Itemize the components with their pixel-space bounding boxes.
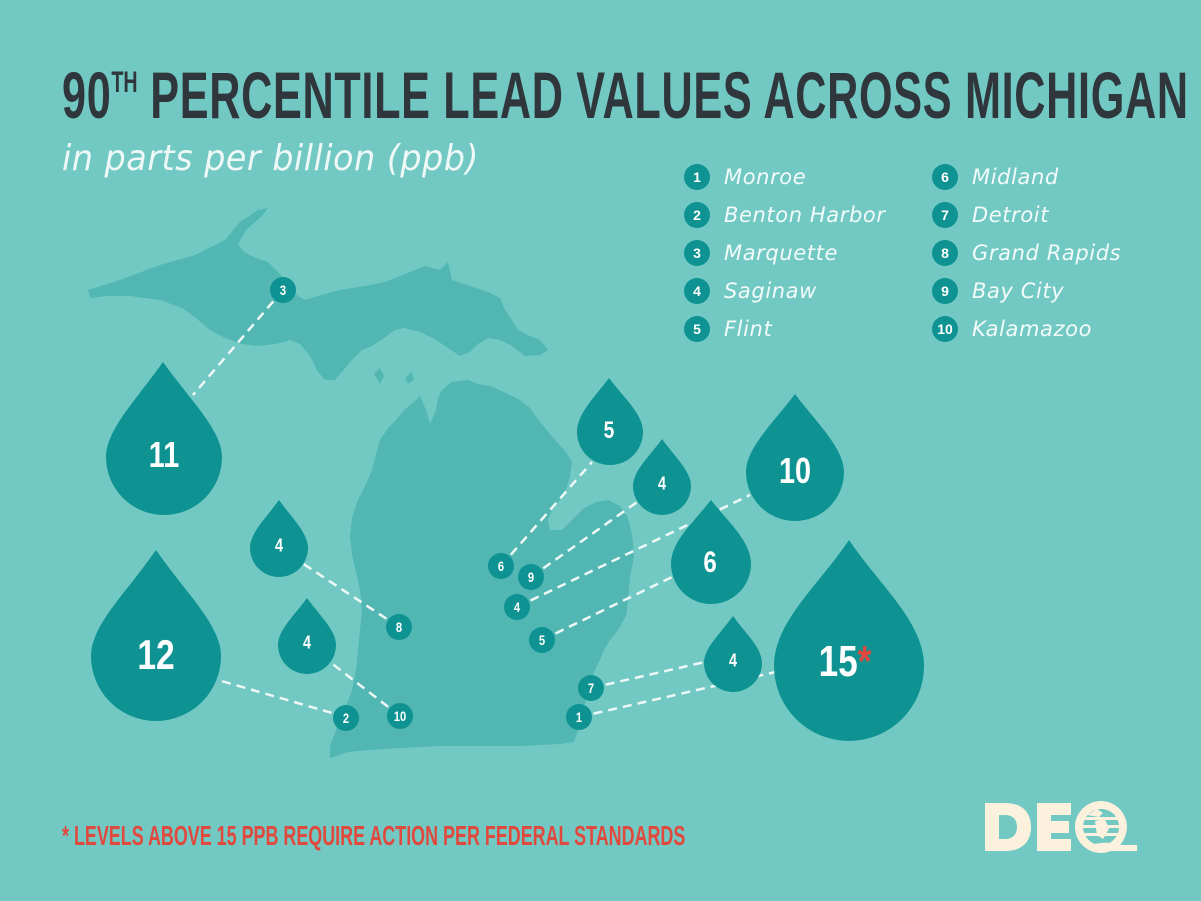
map-marker-label: 6	[497, 558, 505, 574]
legend-item: 3 Marquette	[684, 238, 838, 268]
legend-number-badge: 2	[684, 202, 710, 228]
drop-shape	[250, 500, 308, 577]
map-marker-flint	[529, 627, 555, 653]
drop-shape	[746, 394, 844, 521]
legend-item: 8 Grand Rapids	[932, 238, 1121, 268]
legend-item: 6 Midland	[932, 162, 1059, 192]
drop-shape	[577, 378, 643, 465]
upper-peninsula-shape	[88, 208, 548, 380]
legend-number-badge: 5	[684, 316, 710, 342]
drop-shape	[106, 362, 222, 515]
drop-shape	[774, 540, 924, 741]
drop-shape	[91, 550, 221, 721]
asterisk-icon: *	[857, 637, 872, 686]
legend-label: Monroe	[724, 165, 807, 189]
map-marker-benton-harbor	[333, 705, 359, 731]
title-rest: PERCENTILE LEAD VALUES ACROSS MICHIGAN	[137, 58, 1189, 132]
legend-item: 1 Monroe	[684, 162, 806, 192]
island-shape	[374, 368, 384, 384]
map-marker-monroe	[566, 704, 592, 730]
map-marker-bay-city	[518, 564, 544, 590]
legend-item: 5 Flint	[684, 314, 772, 344]
legend-item: 2 Benton Harbor	[684, 200, 886, 230]
footnote: * LEVELS ABOVE 15 PPB REQUIRE ACTION PER…	[62, 820, 686, 851]
map-marker-detroit	[578, 675, 604, 701]
drop-value-saginaw: 10	[778, 450, 812, 491]
legend-label: Detroit	[972, 203, 1050, 227]
legend-label: Midland	[972, 165, 1059, 189]
drop-shape	[278, 598, 336, 674]
drop-value-flint: 6	[703, 546, 717, 579]
island-shape	[405, 372, 414, 384]
legend-number-badge: 3	[684, 240, 710, 266]
drop-value-monroe-number: 15	[818, 637, 858, 686]
legend-number-badge: 6	[932, 164, 958, 190]
map-marker-label: 7	[587, 680, 595, 696]
drop-value-midland: 5	[603, 417, 615, 444]
map-marker-kalamazoo	[387, 703, 413, 729]
map-marker-label: 3	[279, 282, 287, 298]
map-marker-label: 2	[342, 710, 350, 726]
drop-value-benton-harbor: 12	[137, 631, 175, 678]
drop-value-monroe: 15*	[819, 637, 872, 687]
lower-peninsula-shape	[330, 380, 634, 758]
legend-label: Grand Rapids	[972, 241, 1122, 265]
drop-value-kalamazoo: 4	[302, 632, 312, 653]
drop-value-detroit: 4	[728, 650, 738, 671]
drop-shape	[633, 439, 691, 515]
deq-logo-icon	[985, 801, 1137, 853]
map-marker-label: 4	[513, 599, 521, 615]
map-marker-label: 10	[393, 708, 407, 724]
map-marker-label: 1	[575, 709, 583, 725]
legend-label: Flint	[724, 317, 773, 341]
legend-number-badge: 4	[684, 278, 710, 304]
title-prefix: 90	[62, 58, 112, 132]
map-marker-label: 9	[527, 569, 535, 585]
legend-label: Benton Harbor	[724, 203, 886, 227]
map-marker-saginaw	[504, 594, 530, 620]
legend-item: 9 Bay City	[932, 276, 1064, 306]
drop-shape	[671, 500, 751, 604]
legend-label: Bay City	[972, 279, 1065, 303]
legend-label: Marquette	[724, 241, 838, 265]
map-marker-label: 8	[395, 619, 403, 635]
legend-number-badge: 9	[932, 278, 958, 304]
map-marker-midland	[488, 553, 514, 579]
legend-label: Kalamazoo	[972, 317, 1093, 341]
legend-item: 4 Saginaw	[684, 276, 817, 306]
drop-value-marquette: 11	[148, 434, 180, 475]
legend-item: 10 Kalamazoo	[932, 314, 1092, 344]
title-superscript: TH	[111, 66, 138, 99]
map-marker-marquette	[270, 277, 296, 303]
subtitle: in parts per billion (ppb)	[62, 138, 479, 179]
drop-value-grand-rapids: 4	[274, 535, 284, 556]
legend-label: Saginaw	[724, 279, 817, 303]
map-marker-label: 5	[538, 632, 546, 648]
drop-shape	[704, 616, 762, 692]
legend-number-badge: 1	[684, 164, 710, 190]
legend-item: 7 Detroit	[932, 200, 1049, 230]
page-title: 90TH PERCENTILE LEAD VALUES ACROSS MICHI…	[62, 62, 1189, 142]
legend-number-badge: 8	[932, 240, 958, 266]
legend-number-badge: 10	[932, 316, 958, 342]
drops	[91, 362, 924, 741]
drop-value-bay-city: 4	[657, 473, 667, 494]
legend-number-badge: 7	[932, 202, 958, 228]
map-marker-grand-rapids	[386, 614, 412, 640]
